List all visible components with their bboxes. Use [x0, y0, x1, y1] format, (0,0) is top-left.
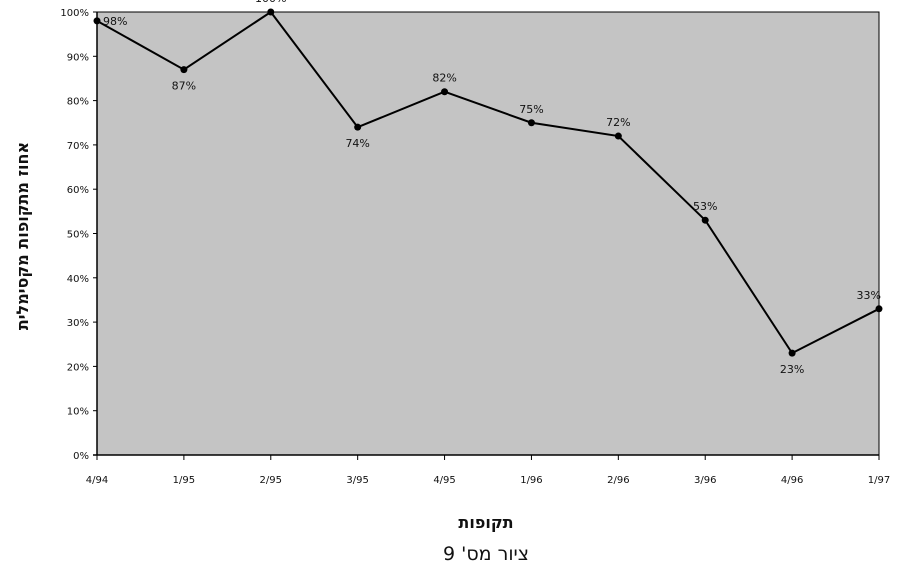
data-markers — [93, 8, 883, 357]
data-point — [354, 123, 362, 131]
data-label: 33% — [857, 289, 881, 302]
y-tick-label: 90% — [67, 52, 89, 63]
data-labels: 98% 87% 100% 74% 82% 75% 72% 53% 23% 33% — [103, 0, 881, 376]
data-point — [441, 88, 449, 96]
data-label: 72% — [606, 116, 630, 129]
x-tick-label: 4/95 — [433, 475, 455, 486]
x-tick-label: 2/96 — [607, 475, 629, 486]
data-point — [701, 216, 709, 224]
data-label: 74% — [345, 137, 369, 150]
data-label: 23% — [780, 363, 804, 376]
x-axis-ticks: 4/94 1/95 2/95 3/95 4/95 1/96 2/96 3/96 4/96 1/97 — [86, 455, 890, 486]
x-tick-label: 1/96 — [520, 475, 542, 486]
data-label: 98% — [103, 15, 127, 28]
x-tick-label: 1/95 — [173, 475, 195, 486]
x-tick-label: 3/96 — [694, 475, 716, 486]
data-point — [93, 17, 101, 25]
x-tick-label: 1/97 — [868, 475, 890, 486]
data-point — [267, 8, 275, 16]
y-tick-label: 10% — [67, 407, 89, 418]
x-tick-label: 3/95 — [346, 475, 368, 486]
data-point — [875, 305, 883, 313]
data-point — [180, 66, 188, 74]
y-tick-label: 100% — [60, 8, 89, 19]
y-axis-ticks: 0% 10% 20% 30% 40% 50% 60% 70% 80% 90% 100% — [60, 8, 97, 462]
x-axis-title: תקופות — [458, 513, 513, 532]
y-tick-label: 20% — [67, 362, 89, 373]
x-tick-label: 4/94 — [86, 475, 108, 486]
x-tick-label: 4/96 — [781, 475, 803, 486]
data-point — [788, 349, 796, 357]
data-point — [614, 132, 622, 140]
figure-caption: ציור מס' 9 — [443, 543, 529, 565]
y-tick-label: 40% — [67, 274, 89, 285]
data-label: 75% — [519, 103, 543, 116]
y-tick-label: 60% — [67, 185, 89, 196]
y-tick-label: 30% — [67, 318, 89, 329]
y-tick-label: 70% — [67, 141, 89, 152]
data-label: 87% — [172, 80, 196, 93]
x-tick-label: 2/95 — [260, 475, 282, 486]
plot-area — [96, 11, 880, 456]
y-tick-label: 0% — [73, 451, 89, 462]
y-tick-label: 80% — [67, 97, 89, 108]
data-point — [527, 119, 535, 127]
data-label: 100% — [255, 0, 286, 5]
data-label: 82% — [432, 72, 456, 85]
data-label: 53% — [693, 200, 717, 213]
series-line — [96, 10, 880, 355]
y-axis-title: אחוז מתקופות מקסימלית — [13, 142, 32, 330]
y-tick-label: 50% — [67, 230, 89, 241]
